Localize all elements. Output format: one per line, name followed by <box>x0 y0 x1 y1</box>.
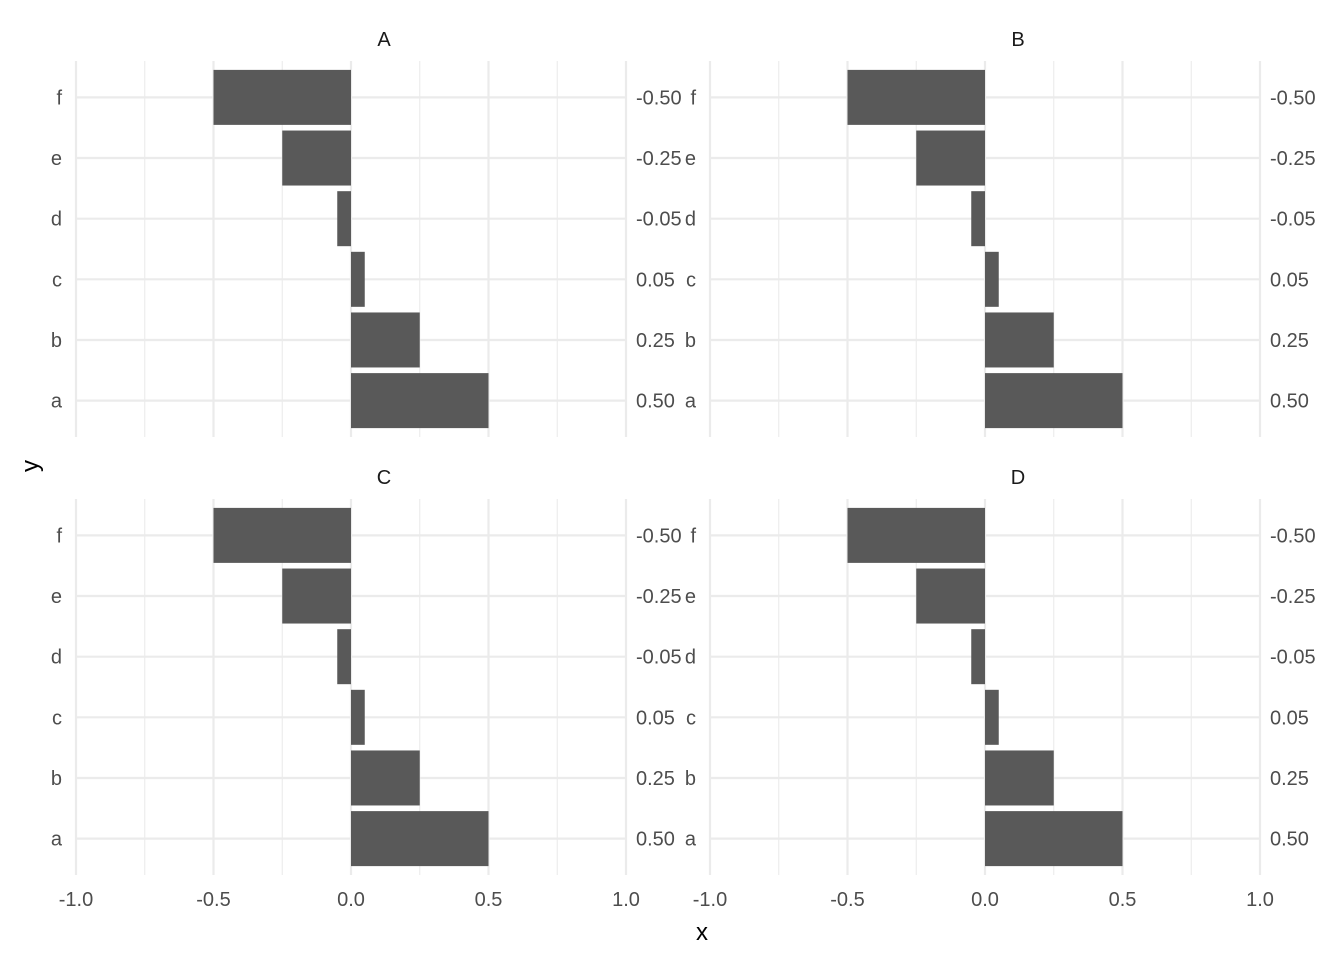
y-tick-label: a <box>685 391 697 413</box>
panel-D: a b c d e f 0.50 0.25 0.05 -0.05 -0.25 -0.50 D -1.0 -0… <box>685 467 1316 911</box>
bar-a <box>985 373 1123 429</box>
right-axis-label: 0.50 <box>1270 391 1309 413</box>
right-axis-label: -0.25 <box>636 586 682 608</box>
y-tick-label: c <box>686 707 696 729</box>
x-axis-title: x <box>696 919 708 946</box>
bar-a <box>351 811 489 867</box>
y-axis-title: y <box>17 460 44 472</box>
y-tick-label: e <box>51 148 62 170</box>
bar-a <box>985 811 1123 867</box>
bar-d <box>971 191 985 247</box>
bar-f <box>213 69 351 125</box>
facet-title: A <box>377 29 391 51</box>
bar-e <box>916 130 985 186</box>
bar-d <box>971 629 985 685</box>
bar-c <box>351 251 365 307</box>
y-tick-label: e <box>685 148 696 170</box>
right-axis-label: -0.05 <box>1270 647 1316 669</box>
y-tick-label: a <box>685 829 697 851</box>
y-tick-label: f <box>690 87 696 109</box>
right-axis-label: 0.25 <box>636 768 675 790</box>
bar-e <box>282 568 351 624</box>
right-axis-label: 0.50 <box>636 391 675 413</box>
right-axis-label: 0.25 <box>636 330 675 352</box>
bar-b <box>985 750 1054 806</box>
x-tick-label: -1.0 <box>59 889 93 911</box>
y-tick-label: d <box>51 647 62 669</box>
x-tick-label: 0.0 <box>971 889 999 911</box>
right-axis-label: 0.25 <box>1270 768 1309 790</box>
right-axis-label: -0.25 <box>1270 148 1316 170</box>
x-tick-label: 0.0 <box>337 889 365 911</box>
right-axis-label: -0.05 <box>1270 209 1316 231</box>
right-axis-label: 0.50 <box>1270 829 1309 851</box>
bar-d <box>337 629 351 685</box>
y-tick-label: d <box>685 209 696 231</box>
panel-B: a b c d e f 0.50 0.25 0.05 -0.05 -0.25 -0.50 B <box>685 29 1316 437</box>
right-axis-label: 0.25 <box>1270 330 1309 352</box>
panel-C: a b c d e f 0.50 0.25 0.05 -0.05 -0.25 -0.50 C -1.0 -0… <box>51 467 682 911</box>
right-axis-label: -0.50 <box>636 87 682 109</box>
y-tick-label: b <box>51 330 62 352</box>
right-axis-label: 0.05 <box>636 707 675 729</box>
right-axis-label: -0.50 <box>1270 87 1316 109</box>
bar-e <box>282 130 351 186</box>
x-tick-label: 0.5 <box>475 889 503 911</box>
right-axis-label: -0.50 <box>1270 525 1316 547</box>
bar-c <box>351 689 365 745</box>
bar-a <box>351 373 489 429</box>
y-tick-label: b <box>685 768 696 790</box>
y-tick-label: c <box>52 269 62 291</box>
bar-f <box>847 69 985 125</box>
y-tick-label: e <box>51 586 62 608</box>
right-axis-label: 0.05 <box>1270 269 1309 291</box>
y-tick-label: c <box>686 269 696 291</box>
facet-title: B <box>1011 29 1024 51</box>
bar-f <box>213 507 351 563</box>
bar-e <box>916 568 985 624</box>
x-tick-label: -1.0 <box>693 889 727 911</box>
bar-b <box>985 312 1054 368</box>
x-tick-label: -0.5 <box>196 889 230 911</box>
panel-A: a b c d e f 0.50 0.25 0.05 -0.05 -0.25 -0.50 A <box>51 29 682 437</box>
y-tick-label: a <box>51 391 63 413</box>
right-axis-label: 0.50 <box>636 829 675 851</box>
bar-b <box>351 750 420 806</box>
right-axis-label: -0.05 <box>636 647 682 669</box>
bar-c <box>985 689 999 745</box>
right-axis-label: -0.05 <box>636 209 682 231</box>
x-tick-label: -0.5 <box>830 889 864 911</box>
y-tick-label: f <box>690 525 696 547</box>
right-axis-label: -0.50 <box>636 525 682 547</box>
right-axis-label: 0.05 <box>636 269 675 291</box>
y-tick-label: f <box>56 525 62 547</box>
y-tick-label: b <box>685 330 696 352</box>
right-axis-label: 0.05 <box>1270 707 1309 729</box>
y-tick-label: b <box>51 768 62 790</box>
y-tick-label: a <box>51 829 63 851</box>
right-axis-label: -0.25 <box>636 148 682 170</box>
y-tick-label: d <box>685 647 696 669</box>
y-tick-label: d <box>51 209 62 231</box>
facet-title: D <box>1011 467 1025 489</box>
x-tick-label: 1.0 <box>1246 889 1274 911</box>
right-axis-label: -0.25 <box>1270 586 1316 608</box>
bar-d <box>337 191 351 247</box>
x-tick-label: 1.0 <box>612 889 640 911</box>
bar-c <box>985 251 999 307</box>
y-tick-label: c <box>52 707 62 729</box>
facet-title: C <box>377 467 391 489</box>
bar-f <box>847 507 985 563</box>
y-tick-label: e <box>685 586 696 608</box>
y-tick-label: f <box>56 87 62 109</box>
bar-b <box>351 312 420 368</box>
x-tick-label: 0.5 <box>1109 889 1137 911</box>
